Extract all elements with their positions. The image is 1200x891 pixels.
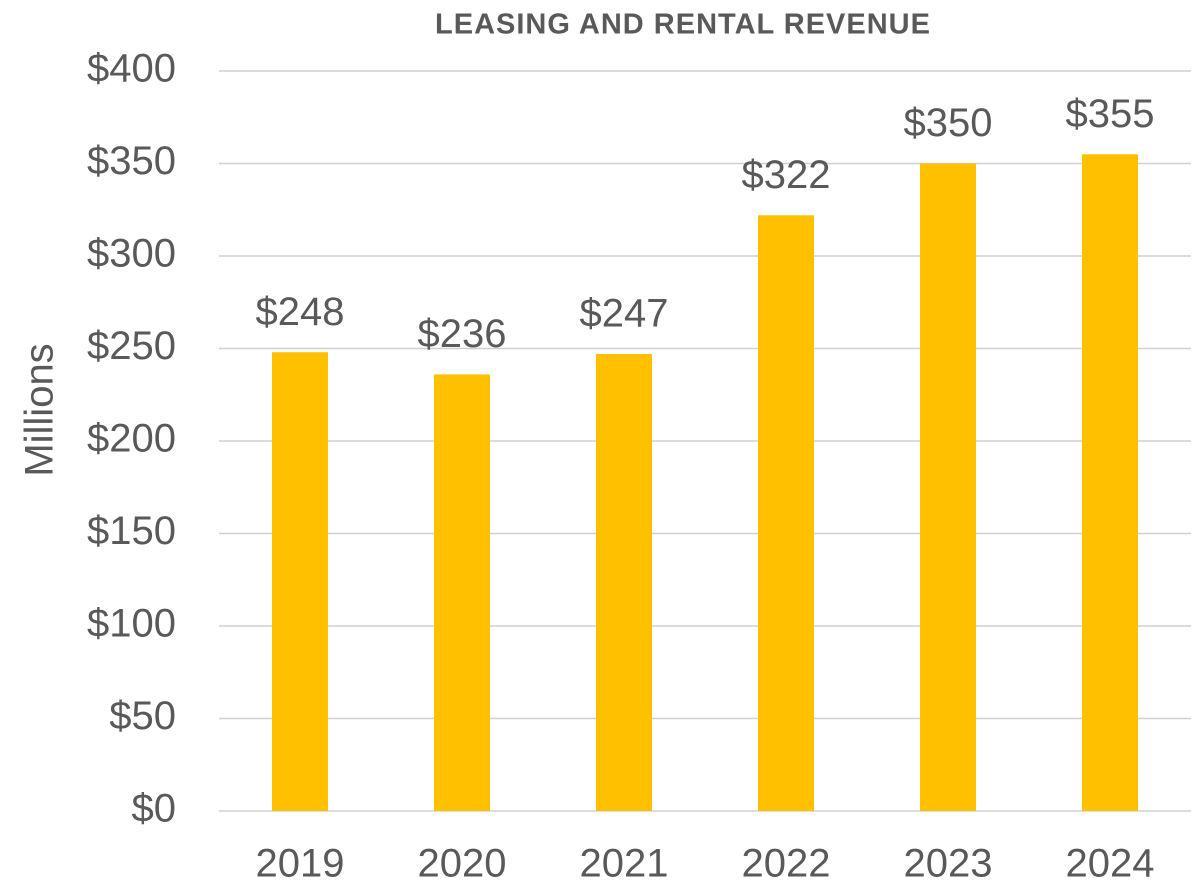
x-tick-label: 2020 xyxy=(418,842,507,886)
value-label: $248 xyxy=(256,290,345,334)
x-tick-label: 2019 xyxy=(256,842,345,886)
y-tick-label: $250 xyxy=(87,324,176,368)
x-tick-label: 2024 xyxy=(1066,842,1155,886)
bar xyxy=(596,354,652,811)
y-tick-label: $150 xyxy=(87,509,176,553)
chart-title: LEASING AND RENTAL REVENUE xyxy=(435,9,931,41)
y-tick-label: $400 xyxy=(87,47,176,91)
y-tick-label: $200 xyxy=(87,417,176,461)
x-tick-label: 2021 xyxy=(580,842,669,886)
y-tick-label: $300 xyxy=(87,232,176,276)
value-label: $350 xyxy=(904,101,993,145)
bar xyxy=(272,352,328,811)
x-tick-label: 2023 xyxy=(904,842,993,886)
value-label: $236 xyxy=(418,312,507,356)
value-label: $322 xyxy=(742,153,831,197)
y-axis-label: Millions xyxy=(18,343,62,476)
y-tick-label: $50 xyxy=(109,694,176,738)
value-label: $355 xyxy=(1066,92,1155,136)
y-tick-label: $0 xyxy=(132,787,177,831)
value-label: $247 xyxy=(580,292,669,336)
bar xyxy=(920,163,976,811)
bar xyxy=(1082,154,1138,811)
y-tick-label: $350 xyxy=(87,139,176,183)
x-tick-label: 2022 xyxy=(742,842,831,886)
bar xyxy=(434,374,490,811)
bar xyxy=(758,215,814,812)
y-tick-label: $100 xyxy=(87,602,176,646)
